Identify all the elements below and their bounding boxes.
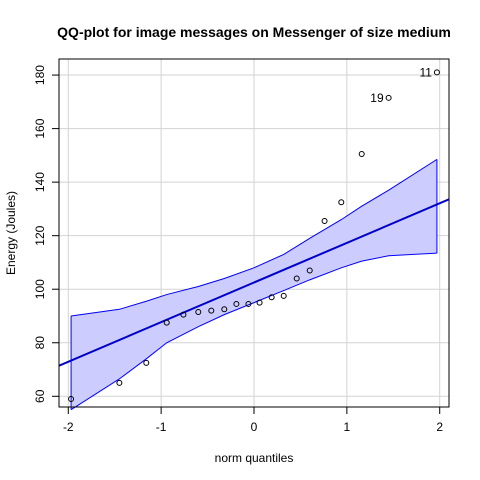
data-point — [195, 308, 202, 315]
data-points — [68, 69, 440, 402]
x-tick-label: 0 — [251, 420, 258, 434]
x-axis-label: norm quantiles — [215, 451, 294, 465]
data-point — [68, 395, 75, 402]
x-axis: -2 -1 0 1 2 — [63, 406, 443, 434]
data-point — [280, 292, 287, 299]
data-point — [321, 217, 328, 224]
confidence-band — [70, 158, 438, 411]
y-tick-label: 140 — [33, 172, 47, 192]
data-point — [433, 69, 440, 76]
y-tick-label: 60 — [33, 389, 47, 403]
data-point — [221, 306, 228, 313]
data-point — [256, 299, 263, 306]
data-point — [245, 300, 252, 307]
data-point — [385, 94, 392, 101]
data-point — [358, 151, 365, 158]
data-point — [268, 294, 275, 301]
x-tick-label: -2 — [63, 420, 74, 434]
data-point — [208, 307, 215, 314]
y-tick-label: 120 — [33, 225, 47, 245]
point-label: 19 — [370, 91, 384, 105]
chart-title: QQ-plot for image messages on Messenger … — [57, 24, 451, 40]
data-point — [143, 359, 150, 366]
y-tick-label: 100 — [33, 279, 47, 299]
fit-line-group — [59, 198, 449, 367]
y-tick-label: 80 — [33, 336, 47, 350]
confidence-band-lower — [70, 252, 437, 411]
confidence-band-upper — [71, 158, 438, 317]
x-tick-label: 2 — [436, 420, 443, 434]
x-tick-label: 1 — [344, 420, 351, 434]
data-point — [180, 311, 187, 318]
point-label: 11 — [419, 65, 432, 79]
data-point — [306, 267, 313, 274]
confidence-band-fill — [71, 159, 437, 410]
x-tick-label: -1 — [156, 420, 167, 434]
y-axis: 60 80 100 120 140 160 180 — [33, 65, 60, 403]
data-point — [338, 199, 345, 206]
data-point — [233, 300, 240, 307]
fit-line — [59, 198, 449, 367]
y-tick-label: 160 — [33, 118, 47, 138]
data-point — [163, 319, 170, 326]
data-point — [116, 379, 123, 386]
y-axis-label: Energy (Joules) — [4, 191, 18, 275]
data-point — [293, 275, 300, 282]
y-tick-label: 180 — [33, 65, 47, 85]
